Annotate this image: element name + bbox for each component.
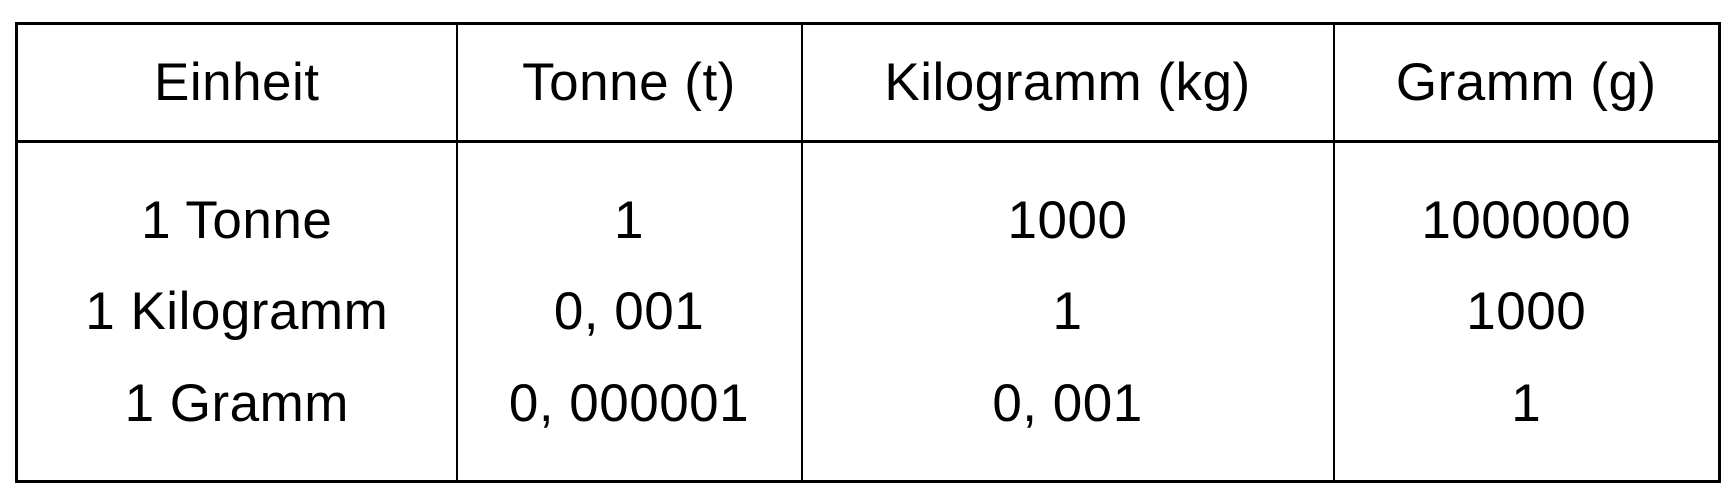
cell-value: 1 Gramm xyxy=(124,374,349,434)
cell-kilogramm: 1000 xyxy=(800,141,1334,255)
cell-kilogramm: 0, 001 xyxy=(800,368,1334,482)
column-header-gramm: Gramm (g) xyxy=(1332,23,1720,143)
cell-tonne: 1 xyxy=(455,141,802,255)
cell-kilogramm: 1 xyxy=(800,254,1334,369)
cell-einheit: 1 Kilogramm xyxy=(17,255,457,368)
column-header-tonne: Tonne (t) xyxy=(455,23,802,143)
column-header-kilogramm: Kilogramm (kg) xyxy=(800,23,1334,143)
cell-einheit: 1 Tonne xyxy=(17,142,457,255)
cell-value: 1000000 xyxy=(1421,191,1632,251)
cell-value: 0, 000001 xyxy=(508,374,750,434)
cell-value: 1000 xyxy=(1007,191,1128,251)
cell-gramm: 1 xyxy=(1332,368,1720,482)
cell-value: 0, 001 xyxy=(553,281,705,341)
cell-value: 0, 001 xyxy=(992,374,1143,434)
column-header-einheit: Einheit xyxy=(16,23,457,143)
unit-conversion-table: Einheit Tonne (t) Kilogramm (kg) Gramm (… xyxy=(15,22,1721,483)
cell-value: 1 Tonne xyxy=(141,191,333,251)
table-row: 1 Kilogramm 0, 001 1 1000 xyxy=(17,254,1720,369)
table-body: 1 Tonne 1 1000 1000000 1 Kilogramm 0, 00… xyxy=(17,141,1720,482)
table-header: Einheit Tonne (t) Kilogramm (kg) Gramm (… xyxy=(16,23,1720,143)
cell-value: 1 Kilogramm xyxy=(85,281,389,341)
cell-value: 1 xyxy=(1052,281,1083,341)
column-header-einheit-label: Einheit xyxy=(153,52,320,112)
header-row: Einheit Tonne (t) Kilogramm (kg) Gramm (… xyxy=(16,23,1720,143)
table-row: 1 Gramm 0, 000001 0, 001 1 xyxy=(17,368,1720,482)
cell-value: 1000 xyxy=(1466,281,1587,341)
column-header-tonne-label: Tonne (t) xyxy=(522,52,736,112)
column-header-gramm-label: Gramm (g) xyxy=(1395,52,1657,112)
cell-gramm: 1000000 xyxy=(1332,141,1720,255)
cell-einheit: 1 Gramm xyxy=(17,368,457,481)
cell-gramm: 1000 xyxy=(1332,254,1720,369)
cell-tonne: 0, 001 xyxy=(455,254,802,369)
cell-value: 1 xyxy=(1511,374,1542,434)
table-row: 1 Tonne 1 1000 1000000 xyxy=(17,141,1720,255)
column-header-kilogramm-label: Kilogramm (kg) xyxy=(884,52,1251,112)
cell-value: 1 xyxy=(614,191,644,251)
cell-tonne: 0, 000001 xyxy=(455,368,802,482)
